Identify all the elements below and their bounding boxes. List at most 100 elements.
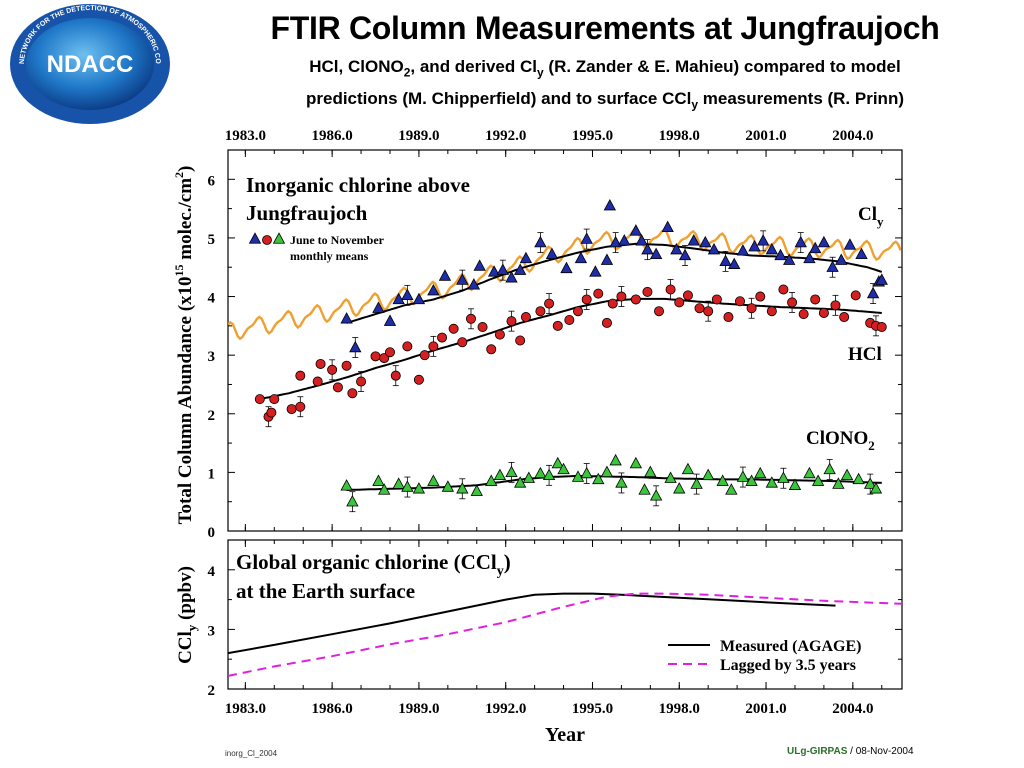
hcl-point <box>723 312 734 323</box>
top-x-tick-label: 2004.0 <box>832 128 873 144</box>
hcl-point <box>607 298 618 309</box>
cly-point <box>866 286 880 299</box>
hcl-point <box>402 341 413 352</box>
clono2-point <box>811 474 825 486</box>
clono2-point <box>681 462 695 475</box>
hcl-point <box>703 306 714 317</box>
clono2-point <box>372 474 385 486</box>
top-plot-area <box>228 198 902 513</box>
cly-point <box>728 257 741 269</box>
hcl-point <box>810 294 821 305</box>
clono2-point <box>392 477 405 489</box>
clono2-point <box>551 456 564 469</box>
clono2-point <box>600 465 614 478</box>
cly-point <box>349 340 362 353</box>
measured-line <box>228 592 836 655</box>
hcl-point <box>674 297 685 308</box>
cly-point <box>635 234 648 246</box>
hcl-point <box>535 306 546 317</box>
top-x-tick-label: 1989.0 <box>398 128 439 144</box>
legend-hcl-marker <box>262 235 272 245</box>
bottom-panel-frame <box>227 539 903 690</box>
cly-point <box>748 239 761 252</box>
top-panel-title-line-2: Jungfraujoch <box>246 201 368 225</box>
hcl-point <box>830 300 841 311</box>
top-panel-frame <box>227 149 903 532</box>
clono2-point <box>823 462 836 475</box>
hcl-point <box>544 298 555 309</box>
bottom-x-tick-label: 2001.0 <box>745 701 786 717</box>
cly-point <box>372 301 385 313</box>
hcl-point <box>266 407 277 418</box>
footer-filename: inorg_Cl_2004 <box>225 749 278 758</box>
top-y-tick-label: 3 <box>208 349 216 365</box>
cly-point <box>456 273 469 285</box>
hcl-point <box>315 358 326 369</box>
clono2-point <box>401 480 414 492</box>
cly-point <box>603 198 617 211</box>
cly-point <box>574 251 588 264</box>
hcl-point <box>327 364 338 375</box>
clono2-point <box>557 462 570 475</box>
cly-point <box>401 288 414 301</box>
hcl-point <box>787 297 798 308</box>
cly-point <box>519 251 533 264</box>
top-y-tick-label: 2 <box>208 408 216 424</box>
cly-point <box>618 234 631 246</box>
hcl-point <box>390 370 401 381</box>
legend-measured-label: Measured (AGAGE) <box>720 638 861 655</box>
cly-point <box>383 314 397 326</box>
cly-point <box>687 234 700 246</box>
hcl-point <box>295 401 306 412</box>
clono2-point <box>441 480 455 492</box>
hcl-point <box>312 376 323 387</box>
clono2-point <box>378 483 391 495</box>
cly-point <box>473 259 486 271</box>
cly-point <box>855 247 868 260</box>
clono2-point <box>852 472 865 485</box>
cly-point <box>719 254 732 267</box>
hcl-point <box>839 312 850 323</box>
cly-model-line <box>228 227 902 341</box>
hcl-point <box>682 290 693 301</box>
hcl-point <box>694 303 705 314</box>
hcl-point <box>711 294 722 305</box>
subtitle-line-2: predictions (M. Chipperfield) and to sur… <box>305 89 904 112</box>
top-panel-title-line-1: Inorganic chlorine above <box>246 173 470 197</box>
cly-point <box>843 238 857 250</box>
clono2-point <box>765 476 778 488</box>
hcl-point <box>735 296 746 307</box>
bottom-x-tick-label: 1989.0 <box>398 701 439 717</box>
hcl-point <box>384 347 395 358</box>
clono2-point <box>754 466 767 479</box>
clono2-point <box>470 484 483 496</box>
clono2-point <box>788 478 802 490</box>
cly-point <box>756 234 770 246</box>
top-x-tick-label: 1992.0 <box>485 128 526 144</box>
cly-point <box>340 312 353 324</box>
top-x-tick-label: 1983.0 <box>225 128 266 144</box>
hcl-point <box>494 329 505 340</box>
hcl-point <box>486 344 497 355</box>
clono2-point <box>638 483 651 495</box>
top-y-tick-label: 6 <box>208 173 216 189</box>
clono2-point <box>664 471 677 483</box>
clono2-point <box>629 456 643 469</box>
footer-credit: ULg-GIRPAS / 08-Nov-2004 <box>787 746 914 757</box>
clono2-point <box>803 466 816 479</box>
cly-point <box>670 242 683 255</box>
hcl-point <box>818 307 829 318</box>
cly-point <box>600 253 614 265</box>
cly-point <box>505 271 518 283</box>
hcl-point <box>601 317 612 328</box>
clono2-point <box>340 479 353 491</box>
footer-date: / 08-Nov-2004 <box>850 746 914 757</box>
cly-point <box>875 273 888 285</box>
hcl-point <box>295 370 306 381</box>
hcl-point <box>269 394 280 405</box>
clono2-point <box>592 472 605 485</box>
legend-text-line-1: June to November <box>290 233 385 247</box>
cly-point <box>794 235 807 248</box>
ndacc-logo: NETWORK FOR THE DETECTION OF ATMOSPHERIC… <box>3 0 174 131</box>
